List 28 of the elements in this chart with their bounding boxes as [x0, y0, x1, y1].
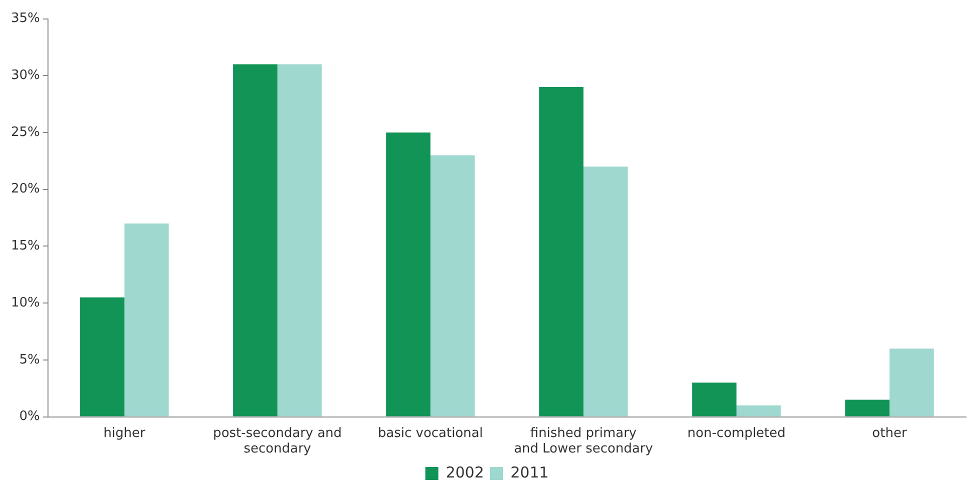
bar	[539, 87, 584, 416]
y-tick-label: 0%	[19, 409, 40, 424]
bar	[845, 400, 890, 416]
bar	[430, 155, 475, 416]
bar	[80, 297, 124, 416]
y-tick-label: 10%	[10, 295, 40, 310]
x-tick-label: higher	[104, 426, 146, 441]
bar	[233, 64, 278, 416]
x-tick-label: non-completed	[687, 426, 786, 441]
legend-label: 2011	[510, 463, 549, 482]
y-tick-label: 30%	[10, 68, 40, 84]
bar	[386, 132, 430, 416]
bar	[124, 223, 169, 416]
x-tick-label: post-secondary and secondary	[213, 426, 342, 457]
y-tick-label: 25%	[10, 124, 40, 140]
legend-label: 2002	[446, 463, 484, 482]
x-tick-label: basic vocational	[378, 426, 483, 441]
bar	[583, 166, 628, 416]
y-tick-label: 15%	[10, 238, 40, 254]
bar	[889, 348, 934, 416]
bar	[692, 382, 736, 416]
y-tick-label: 20%	[10, 182, 40, 197]
x-tick-label: finished primary and Lower secondary	[514, 426, 654, 457]
x-tick-label: other	[872, 426, 908, 441]
y-tick-label: 5%	[19, 352, 40, 368]
y-tick-label: 35%	[10, 11, 40, 26]
bar	[277, 64, 322, 416]
bar	[736, 405, 781, 416]
